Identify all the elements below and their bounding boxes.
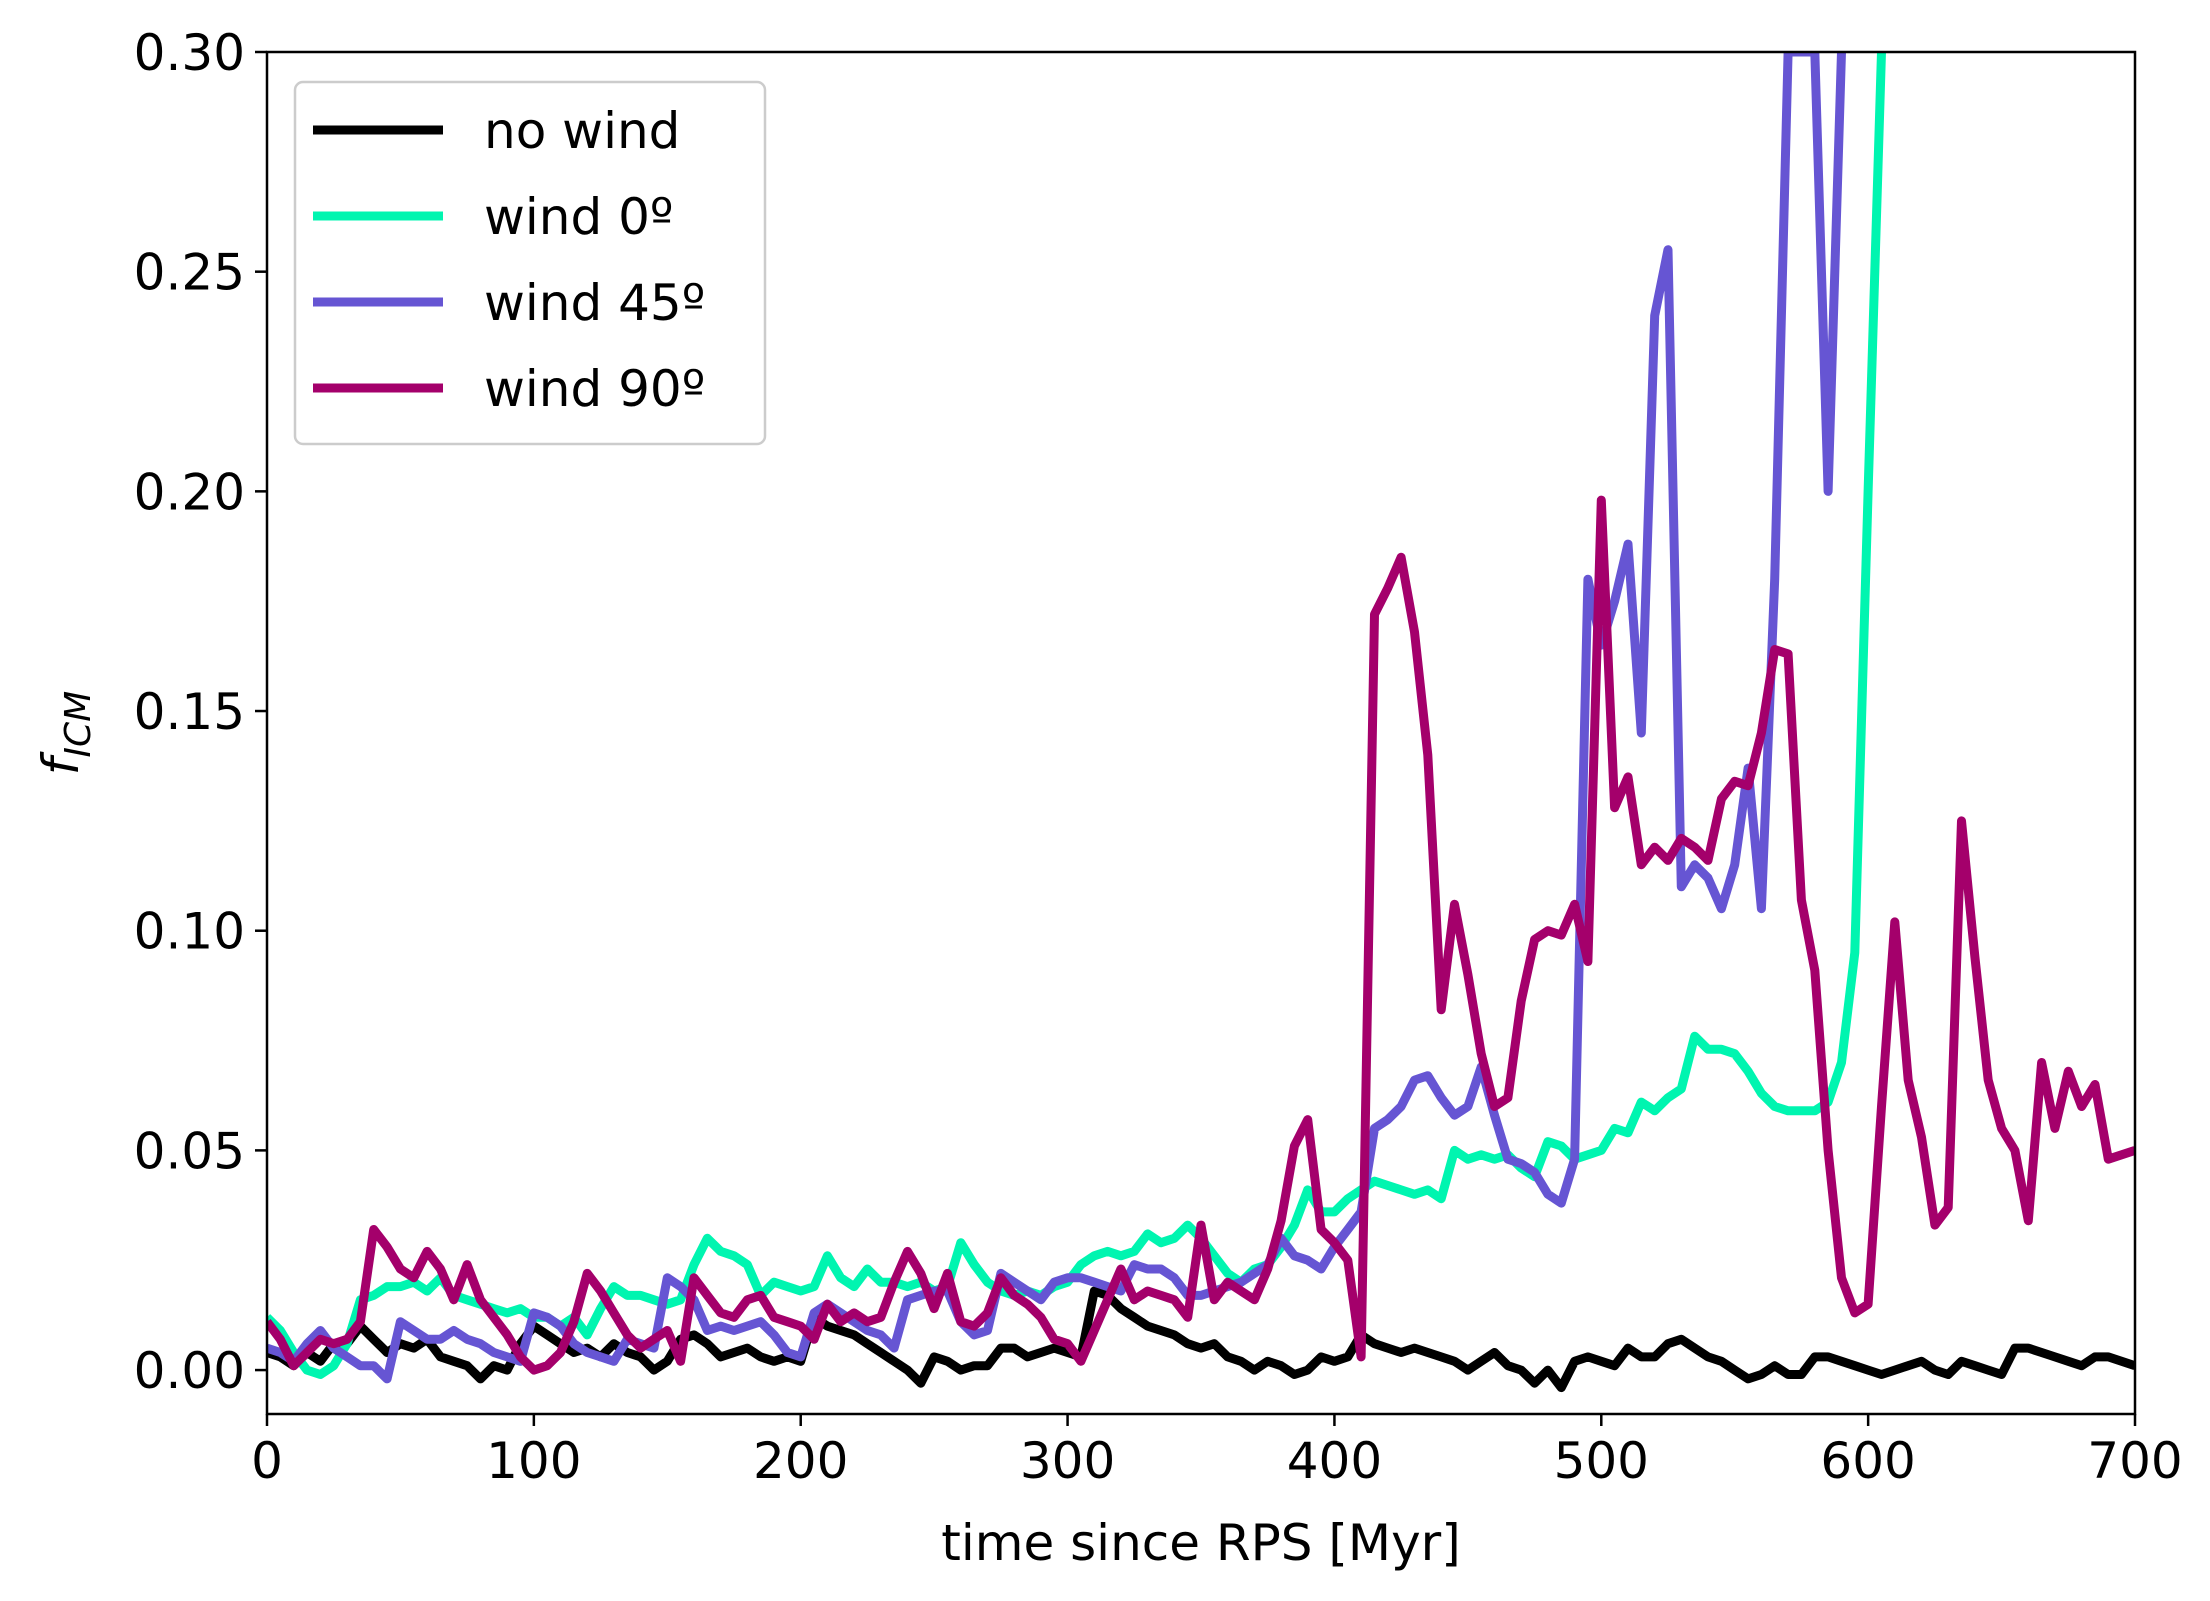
x-axis: 0 100 200 300 400 500 600 700: [251, 1414, 2183, 1490]
x-tick-label: 400: [1287, 1432, 1382, 1490]
legend-label-1: wind 0º: [484, 188, 673, 246]
series-line-2: [267, 52, 1846, 1384]
legend-label-0: no wind: [484, 102, 680, 160]
legend: no wind wind 0º wind 45º wind 90º: [293, 80, 767, 446]
y-axis: 0.00 0.05 0.10 0.15 0.20 0.25 0.30: [134, 24, 267, 1400]
legend-label-3: wind 90º: [484, 360, 705, 418]
y-tick-label: 0.15: [134, 683, 245, 741]
plot-frame: [265, 50, 2137, 1416]
x-tick-label: 500: [1554, 1432, 1649, 1490]
x-tick-label: 700: [2087, 1432, 2182, 1490]
series-layer: [267, 52, 2135, 1393]
legend-label-2: wind 45º: [484, 274, 705, 332]
y-tick-label: 0.10: [134, 903, 245, 961]
x-tick-label: 300: [1020, 1432, 1115, 1490]
y-tick-label: 0.00: [134, 1342, 245, 1400]
series-line-0: [267, 1286, 2135, 1393]
y-tick-label: 0.05: [134, 1122, 245, 1180]
y-tick-label: 0.30: [134, 24, 245, 82]
y-tick-label: 0.20: [134, 463, 245, 521]
series-line-3: [267, 495, 2135, 1375]
x-tick-label: 200: [753, 1432, 848, 1490]
x-tick-label: 100: [486, 1432, 581, 1490]
y-tick-label: 0.25: [134, 244, 245, 302]
x-tick-label: 0: [251, 1432, 283, 1490]
x-tick-label: 600: [1820, 1432, 1915, 1490]
x-axis-label: time since RPS [Myr]: [941, 1514, 1460, 1572]
legend-box: [293, 80, 767, 446]
y-axis-label: fICM: [32, 691, 99, 775]
